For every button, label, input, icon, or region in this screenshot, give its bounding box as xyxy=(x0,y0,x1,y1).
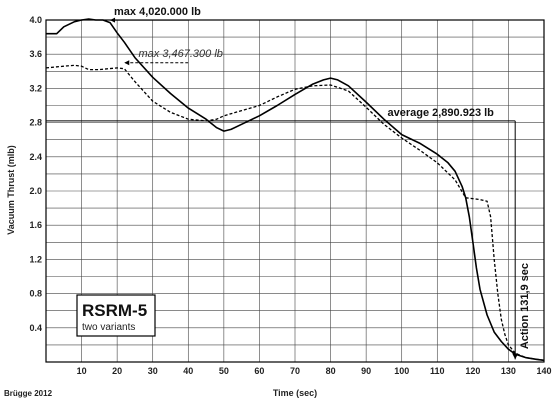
x-tick-label: 40 xyxy=(183,366,193,376)
series-layer xyxy=(45,18,545,362)
max-solid-arrow xyxy=(110,17,189,23)
x-tick-label: 140 xyxy=(536,366,551,376)
max-solid-label: max 4,020.000 lb xyxy=(114,6,201,18)
action-arrow-head xyxy=(512,353,519,360)
plot-border xyxy=(45,19,545,363)
x-tick-label: 80 xyxy=(326,366,336,376)
y-tick-label: 3.6 xyxy=(29,49,42,59)
credit-label: Brügge 2012 xyxy=(4,389,53,398)
y-tick-labels: 0.4 0.8 1.2 1.6 2.0 2.4 2.8 3.2 3.6 4.0 xyxy=(29,15,42,333)
x-tick-labels: 10 20 30 40 50 60 70 80 90 100 110 120 130 140 xyxy=(77,366,552,376)
y-tick-label: 4.0 xyxy=(29,15,42,25)
max-solid-arrow-head xyxy=(110,17,116,23)
average-label: average 2,890.923 lb xyxy=(387,107,494,119)
legend-box: RSRM-5 two variants xyxy=(76,294,156,337)
legend-title: RSRM-5 xyxy=(82,301,147,320)
legend-subtitle: two variants xyxy=(82,322,135,333)
y-tick-label: 0.4 xyxy=(29,323,42,333)
y-tick-label: 3.2 xyxy=(29,83,42,93)
max-dashed-label: max 3,467.300 lb xyxy=(138,48,222,60)
y-tick-label: 0.8 xyxy=(29,289,42,299)
x-axis-label: Time (sec) xyxy=(273,388,317,398)
y-tick-label: 1.2 xyxy=(29,254,42,264)
x-tick-label: 130 xyxy=(501,366,516,376)
series-solid-line xyxy=(46,18,545,362)
x-tick-label: 10 xyxy=(77,366,87,376)
y-tick-label: 1.6 xyxy=(29,220,42,230)
y-axis-label: Vacuum Thrust (mlb) xyxy=(6,145,16,235)
series-dashed-line xyxy=(45,64,545,361)
x-tick-label: 20 xyxy=(112,366,122,376)
plot-frame xyxy=(45,19,545,363)
x-tick-label: 120 xyxy=(465,366,480,376)
y-tick-label: 2.0 xyxy=(29,186,42,196)
y-tick-label: 2.8 xyxy=(29,118,42,128)
action-label: Action 131,9 sec xyxy=(519,263,531,349)
max-dashed-arrow xyxy=(124,60,189,66)
chart-grid xyxy=(45,19,545,363)
x-tick-label: 70 xyxy=(290,366,300,376)
x-tick-label: 100 xyxy=(394,366,409,376)
x-tick-label: 50 xyxy=(219,366,229,376)
legend-frame xyxy=(76,294,156,337)
x-tick-label: 30 xyxy=(148,366,158,376)
annotation-layer: max 4,020.000 lb max 3,467.300 lb average … xyxy=(46,6,531,360)
x-tick-label: 110 xyxy=(430,366,445,376)
x-tick-label: 60 xyxy=(254,366,264,376)
x-tick-label: 90 xyxy=(361,366,371,376)
max-dashed-arrow-head xyxy=(124,60,130,66)
y-tick-label: 2.4 xyxy=(29,152,42,162)
